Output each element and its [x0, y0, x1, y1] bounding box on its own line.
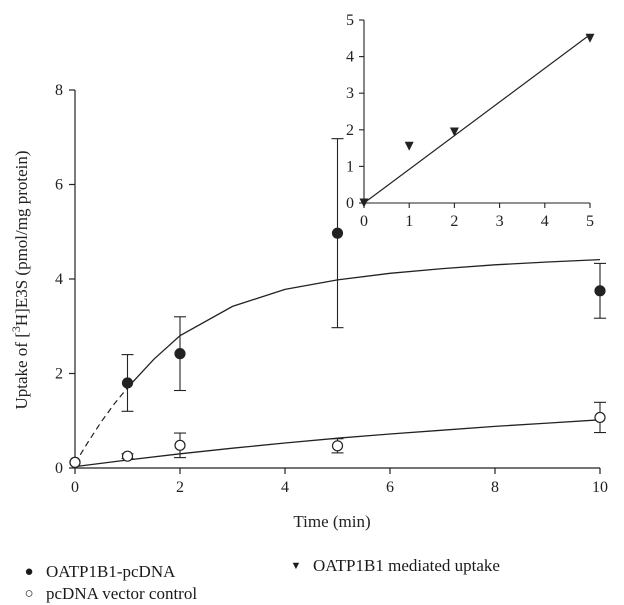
legend: ● OATP1B1-pcDNA ○ pcDNA vector control [20, 561, 197, 605]
x-tick-label: 0 [71, 479, 79, 496]
fit-curve-dashed-series-0 [74, 387, 128, 464]
legend-item-oatp1b1-mediated-uptake: ▼ OATP1B1 mediated uptake [287, 555, 500, 577]
inset-plot: 0 1 2 3 4 5 0 1 2 3 4 5 [346, 12, 595, 230]
data-point-filled-circle [174, 348, 186, 360]
legend-item-pcdna-vector-control: ○ pcDNA vector control [20, 583, 197, 605]
inset-x-tick-label: 0 [360, 213, 368, 230]
inset-y-tick-label: 0 [346, 195, 354, 212]
data-point-open-circle [594, 411, 606, 424]
data-point-filled-circle [331, 227, 344, 239]
inset-data-point-triangle [449, 127, 459, 137]
x-tick-label: 4 [281, 479, 289, 496]
inset-fit-line [363, 34, 591, 204]
data-point-open-circle [69, 456, 81, 468]
y-axis-label-superscript: 3 [9, 326, 23, 332]
legend-label: pcDNA vector control [46, 584, 198, 603]
legend-secondary: ▼ OATP1B1 mediated uptake [287, 555, 500, 577]
data-point-open-circle [121, 450, 134, 462]
inset-y-tick-label: 3 [346, 85, 354, 102]
inset-data-point-triangle [404, 141, 414, 151]
inset-y-tick-label: 5 [346, 12, 354, 29]
open-circle-icon: ○ [24, 586, 34, 602]
data-point-open-circle [174, 439, 186, 451]
inset-x-tick-label: 4 [541, 213, 549, 230]
y-tick-label: 6 [55, 177, 63, 194]
inset-x-tick-label: 2 [450, 213, 458, 230]
down-triangle-icon: ▼ [290, 560, 302, 572]
inset-y-tick-label: 2 [346, 122, 354, 139]
inset-x-tick-label: 1 [405, 213, 413, 230]
fit-curve-series-0 [127, 258, 601, 389]
y-axis-label-suffix: H]E3S (pmol/mg protein) [12, 150, 31, 326]
y-axis-label-prefix: Uptake of [ [12, 332, 31, 410]
inset-y-tick-label: 1 [346, 158, 354, 175]
y-tick-label: 0 [55, 460, 63, 477]
inset-data-point-triangle [585, 33, 595, 43]
legend-label: OATP1B1-pcDNA [46, 562, 176, 581]
x-tick-label: 8 [491, 479, 499, 496]
x-tick-label: 6 [386, 479, 394, 496]
x-tick-label: 2 [176, 479, 184, 496]
x-tick-label: 10 [592, 479, 608, 496]
filled-circle-icon: ● [24, 564, 34, 580]
y-tick-label: 2 [55, 366, 63, 383]
x-axis-label: Time (min) [293, 512, 370, 531]
inset-x-tick-label: 5 [586, 213, 594, 230]
inset-y-tick-label: 4 [346, 49, 354, 66]
legend-label: OATP1B1 mediated uptake [313, 556, 500, 575]
y-tick-label: 8 [55, 82, 63, 99]
inset-data-point-triangle [359, 198, 369, 208]
data-point-filled-circle [121, 377, 134, 389]
inset-x-tick-label: 3 [496, 213, 504, 230]
legend-item-oatp1b1-pcdna: ● OATP1B1-pcDNA [20, 561, 197, 583]
y-axis-label: Uptake of [3H]E3S (pmol/mg protein) [9, 150, 31, 409]
data-point-filled-circle [594, 285, 606, 297]
y-tick-label: 4 [55, 271, 63, 288]
data-point-open-circle [331, 440, 344, 452]
